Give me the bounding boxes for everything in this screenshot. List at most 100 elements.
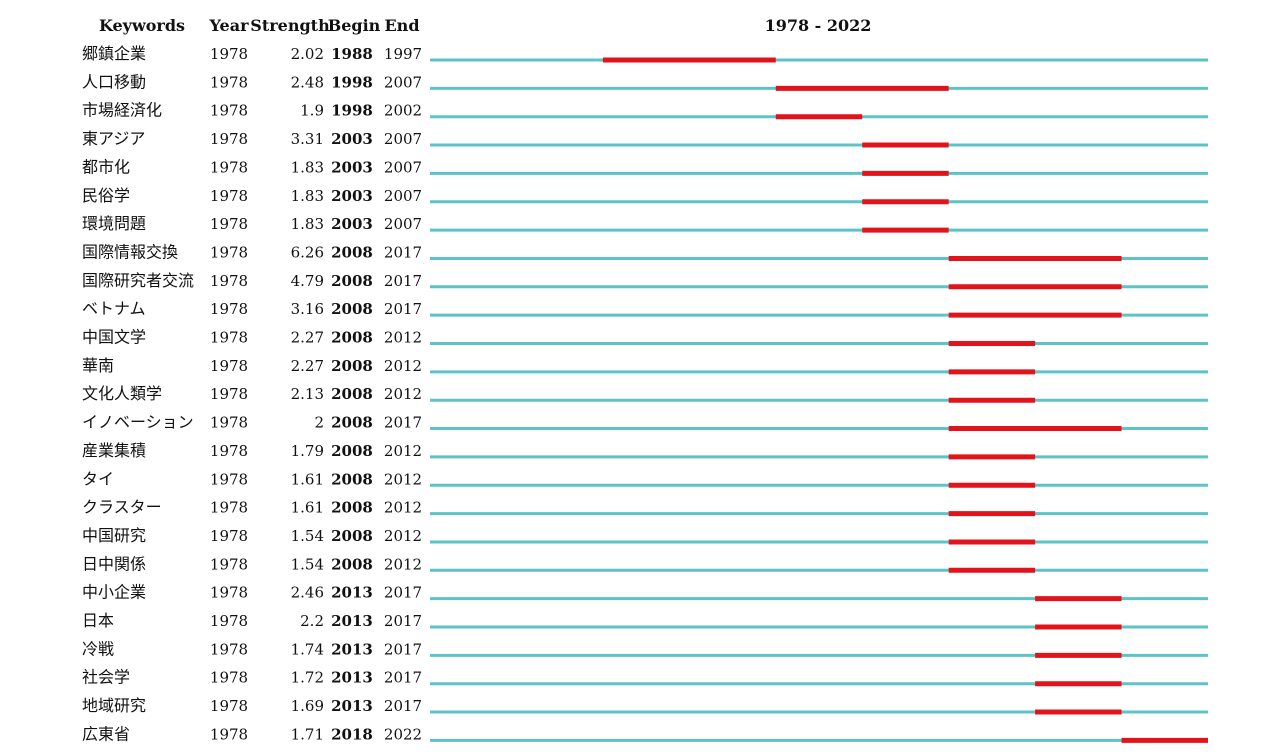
begin-value: 2008	[331, 527, 373, 545]
table-row: ベトナム 1978 3.16 2008 2017	[82, 299, 1208, 318]
table-row: 広東省 1978 1.71 2018 2022	[82, 724, 1208, 743]
table-row: 国際情報交換 1978 6.26 2008 2017	[82, 242, 1208, 261]
begin-value: 2003	[331, 130, 373, 148]
year-value: 1978	[210, 584, 248, 602]
strength-value: 1.69	[291, 697, 324, 715]
begin-value: 2008	[331, 470, 373, 488]
keyword-rows: 郷鎮企業 1978 2.02 1988 1997 人口移動 1978 2.48 1998 2007…	[82, 44, 1208, 743]
begin-value: 2003	[331, 215, 373, 233]
strength-value: 2.27	[291, 329, 324, 347]
keyword-label: 日中関係	[82, 554, 146, 573]
keyword-label: 社会学	[82, 668, 130, 687]
table-row: クラスター 1978 1.61 2008 2012	[82, 498, 1208, 517]
end-value: 2012	[384, 555, 422, 573]
end-value: 2012	[384, 499, 422, 517]
begin-value: 2008	[331, 385, 373, 403]
table-row: 民俗学 1978 1.83 2003 2007	[82, 186, 1208, 205]
strength-value: 1.74	[291, 640, 324, 658]
table-row: 人口移動 1978 2.48 1998 2007	[82, 72, 1208, 91]
table-row: タイ 1978 1.61 2008 2012	[82, 469, 1208, 488]
end-value: 2002	[384, 102, 422, 120]
keyword-label: 冷戦	[82, 639, 114, 658]
keyword-label: 民俗学	[82, 186, 130, 205]
strength-value: 1.83	[291, 215, 324, 233]
begin-value: 1998	[331, 73, 373, 91]
begin-value: 2013	[331, 584, 373, 602]
keyword-label: 文化人類学	[82, 384, 162, 403]
table-row: 文化人類学 1978 2.13 2008 2012	[82, 384, 1208, 403]
year-value: 1978	[210, 45, 248, 63]
end-value: 2007	[384, 130, 422, 148]
begin-value: 2013	[331, 669, 373, 687]
end-value: 2017	[384, 272, 422, 290]
strength-value: 1.71	[291, 725, 324, 743]
strength-value: 6.26	[291, 243, 324, 261]
year-value: 1978	[210, 725, 248, 743]
begin-value: 2003	[331, 187, 373, 205]
year-value: 1978	[210, 130, 248, 148]
begin-value: 2013	[331, 640, 373, 658]
end-value: 2012	[384, 329, 422, 347]
end-value: 2017	[384, 243, 422, 261]
keyword-label: 国際情報交換	[82, 242, 178, 261]
year-value: 1978	[210, 414, 248, 432]
table-row: イノベーション 1978 2 2008 2017	[82, 413, 1208, 432]
year-value: 1978	[210, 272, 248, 290]
end-value: 2017	[384, 300, 422, 318]
year-value: 1978	[210, 669, 248, 687]
year-value: 1978	[210, 470, 248, 488]
begin-value: 2008	[331, 329, 373, 347]
keyword-label: クラスター	[82, 498, 162, 517]
table-row: 産業集積 1978 1.79 2008 2012	[82, 441, 1208, 460]
begin-value: 2018	[331, 725, 373, 743]
header-time-range: 1978 - 2022	[765, 16, 872, 35]
begin-value: 2008	[331, 357, 373, 375]
keyword-label: 産業集積	[82, 441, 146, 460]
strength-value: 2.13	[291, 385, 324, 403]
end-value: 2017	[384, 414, 422, 432]
year-value: 1978	[210, 442, 248, 460]
header-end: End	[384, 16, 419, 35]
begin-value: 2008	[331, 414, 373, 432]
header-row: Keywords Year Strength Begin End 1978 - …	[99, 16, 871, 35]
keyword-label: 都市化	[82, 157, 130, 176]
header-keywords: Keywords	[99, 16, 185, 35]
keyword-label: ベトナム	[82, 299, 146, 318]
year-value: 1978	[210, 697, 248, 715]
keyword-label: 中国研究	[82, 526, 146, 545]
keyword-label: 郷鎮企業	[82, 44, 146, 63]
table-row: 郷鎮企業 1978 2.02 1988 1997	[82, 44, 1208, 63]
strength-value: 2.48	[291, 73, 324, 91]
strength-value: 1.79	[291, 442, 324, 460]
keyword-label: タイ	[82, 469, 114, 488]
strength-value: 1.61	[291, 499, 324, 517]
table-row: 中国研究 1978 1.54 2008 2012	[82, 526, 1208, 545]
end-value: 1997	[384, 45, 422, 63]
begin-value: 2008	[331, 499, 373, 517]
strength-value: 1.9	[300, 102, 324, 120]
keyword-label: 中小企業	[82, 583, 146, 602]
keyword-label: 人口移動	[82, 72, 146, 91]
table-row: 都市化 1978 1.83 2003 2007	[82, 157, 1208, 176]
keyword-label: 日本	[82, 611, 114, 630]
end-value: 2012	[384, 442, 422, 460]
table-row: 中国文学 1978 2.27 2008 2012	[82, 328, 1208, 347]
year-value: 1978	[210, 329, 248, 347]
header-year: Year	[208, 16, 249, 35]
table-row: 環境問題 1978 1.83 2003 2007	[82, 214, 1208, 233]
strength-value: 4.79	[291, 272, 324, 290]
end-value: 2012	[384, 527, 422, 545]
begin-value: 1988	[331, 45, 373, 63]
strength-value: 1.72	[291, 669, 324, 687]
year-value: 1978	[210, 640, 248, 658]
table-row: 国際研究者交流 1978 4.79 2008 2017	[82, 271, 1208, 290]
year-value: 1978	[210, 243, 248, 261]
table-row: 市場経済化 1978 1.9 1998 2002	[82, 101, 1208, 120]
strength-value: 2.46	[291, 584, 324, 602]
strength-value: 1.54	[291, 555, 324, 573]
end-value: 2012	[384, 470, 422, 488]
header-strength: Strength	[250, 16, 330, 35]
end-value: 2012	[384, 385, 422, 403]
keyword-label: 国際研究者交流	[82, 271, 194, 290]
